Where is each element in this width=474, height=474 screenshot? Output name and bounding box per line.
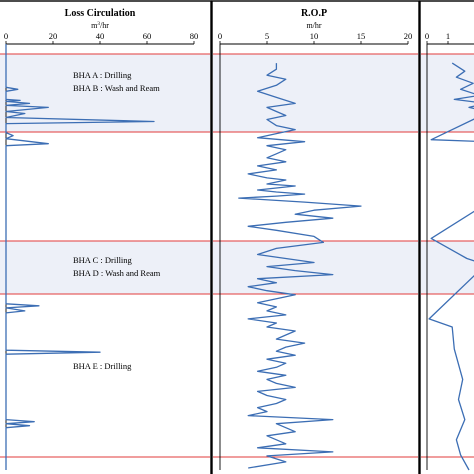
- panel2-unit: m/hr: [306, 21, 321, 30]
- series-line-panel-3: [428, 62, 474, 471]
- interval-band-0-panel-0: [0, 54, 210, 132]
- bha-c-label: BHA C : Drilling: [73, 255, 133, 265]
- bha-e-label: BHA E : Drilling: [73, 361, 132, 371]
- bha-d-label: BHA D : Wash and Ream: [73, 268, 161, 278]
- bha-interval-bands: [0, 54, 474, 294]
- panel1-unit: m3/hr: [91, 21, 109, 30]
- bha-a-label: BHA A : Drilling: [73, 70, 132, 80]
- panel1-title: Loss Circulation: [65, 8, 136, 19]
- interval-band-0-panel-2: [421, 54, 474, 132]
- interval-band-1-panel-0: [0, 241, 210, 294]
- panel-3-frame: [419, 0, 474, 474]
- x-tick-label: 5: [265, 31, 269, 41]
- panel-1-frame: [0, 0, 212, 474]
- interval-band-0-panel-1: [213, 54, 418, 132]
- x-tick-label: 0: [425, 31, 429, 41]
- series-line-panel-1: [5, 44, 155, 470]
- x-tick-label: 40: [96, 31, 105, 41]
- x-tick-label: 10: [310, 31, 319, 41]
- x-tick-label: 0: [4, 31, 8, 41]
- panel-2-frame: [211, 0, 420, 474]
- x-tick-label: 20: [49, 31, 58, 41]
- x-tick-label: 20: [404, 31, 413, 41]
- x-tick-label: 1: [446, 31, 450, 41]
- x-tick-label: 15: [357, 31, 366, 41]
- panel-2: 0 5 10 15 20: [211, 0, 420, 474]
- x-tick-label: 0: [218, 31, 222, 41]
- interval-band-1-panel-1: [213, 241, 418, 294]
- x-tick-label: 80: [190, 31, 199, 41]
- series-line-panel-2: [238, 63, 362, 469]
- x-tick-label: 60: [143, 31, 152, 41]
- bha-b-label: BHA B : Wash and Ream: [73, 83, 160, 93]
- panel2-title: R.O.P: [301, 8, 327, 19]
- panel-1: 0 20 40 60 80: [0, 0, 212, 474]
- interval-band-1-panel-2: [421, 241, 474, 294]
